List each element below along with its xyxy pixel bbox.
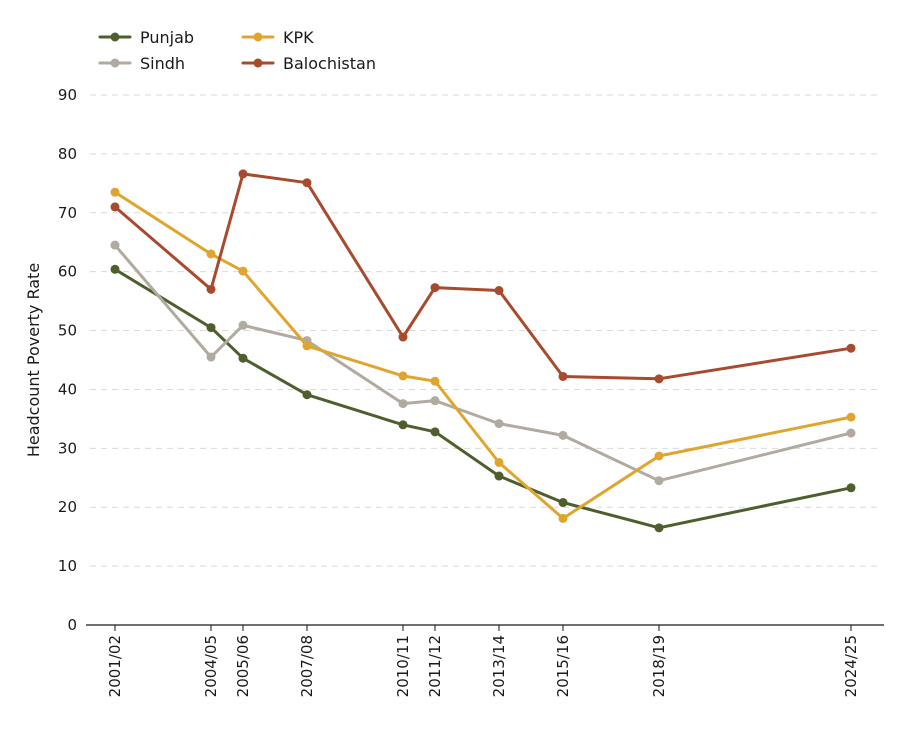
data-point-balochistan [110,202,120,212]
y-axis: 0 10 20 30 40 50 60 70 80 90 [58,86,77,634]
legend-item-punjab: Punjab [98,28,194,47]
data-point-kpk [110,187,120,197]
data-point-sindh [846,428,856,438]
legend-swatch-marker [110,32,120,42]
data-point-balochistan [430,283,440,293]
data-point-kpk [846,412,856,422]
chart-legend: Punjab Sindh KPK Balochistan [98,28,376,73]
legend-swatch-marker [110,58,120,68]
gridlines [90,94,882,567]
data-point-punjab [398,420,408,430]
data-point-balochistan [654,374,664,384]
data-point-punjab [430,427,440,437]
data-point-sindh [110,240,120,250]
data-point-sindh [494,419,504,429]
data-point-punjab [846,483,856,493]
data-point-sindh [206,352,216,362]
data-point-balochistan [398,332,408,342]
data-point-kpk [302,341,312,351]
data-point-punjab [206,323,216,333]
x-tick-label: 2010/11 [394,635,412,697]
series-line-balochistan [113,172,853,381]
data-point-sindh [238,320,248,330]
data-point-kpk [238,266,248,276]
y-tick-label: 20 [58,498,77,516]
data-point-sindh [558,430,568,440]
y-tick-label: 30 [58,439,77,457]
series-sindh [110,240,856,486]
y-axis-title: Headcount Poverty Rate [24,263,43,457]
y-tick-label: 50 [58,322,77,340]
data-point-balochistan [846,343,856,353]
data-point-punjab [494,471,504,481]
legend-item-kpk: KPK [241,28,314,47]
data-point-balochistan [558,371,568,381]
data-point-kpk [654,451,664,461]
x-tick-label: 2024/25 [842,635,860,697]
data-point-balochistan [494,286,504,296]
data-point-kpk [206,249,216,259]
data-point-balochistan [238,169,248,179]
series-punjab [110,264,856,533]
data-point-balochistan [302,178,312,188]
series-balochistan [110,169,856,384]
data-point-kpk [398,371,408,381]
data-point-kpk [558,513,568,523]
data-point-sindh [654,476,664,486]
data-point-punjab [302,390,312,400]
x-tick-label: 2013/14 [490,635,508,697]
y-tick-label: 80 [58,145,77,163]
data-point-sindh [430,396,440,406]
series-line-punjab [113,267,853,530]
y-tick-label: 60 [58,263,77,281]
x-tick-label: 2004/05 [202,635,220,697]
y-tick-label: 70 [58,204,77,222]
x-axis: 2001/02 2004/05 2005/06 2007/08 2010/11 2011/… [86,624,884,697]
legend-item-sindh: Sindh [98,54,185,73]
data-point-kpk [494,457,504,467]
data-point-punjab [110,264,120,274]
legend-label: Punjab [140,28,194,47]
legend-swatch-marker [253,58,263,68]
series-line-kpk [113,190,853,520]
x-tick-label: 2018/19 [650,635,668,697]
data-point-balochistan [206,284,216,294]
data-point-sindh [398,399,408,409]
y-tick-label: 10 [58,557,77,575]
series-kpk [110,187,856,523]
series-line-sindh [113,243,853,483]
y-tick-label: 90 [58,86,77,104]
y-tick-label: 0 [67,616,77,634]
x-tick-label: 2001/02 [106,635,124,697]
legend-swatch-marker [253,32,263,42]
legend-item-balochistan: Balochistan [241,54,376,73]
data-point-punjab [654,523,664,533]
legend-label: Balochistan [283,54,376,73]
data-point-punjab [558,498,568,508]
x-tick-label: 2005/06 [234,635,252,697]
x-tick-label: 2015/16 [554,635,572,697]
data-point-kpk [430,376,440,386]
data-point-punjab [238,353,248,363]
x-tick-label: 2011/12 [426,635,444,697]
x-tick-label: 2007/08 [298,635,316,697]
y-tick-label: 40 [58,380,77,398]
series-group [110,169,856,533]
legend-label: KPK [283,28,314,47]
legend-label: Sindh [140,54,185,73]
